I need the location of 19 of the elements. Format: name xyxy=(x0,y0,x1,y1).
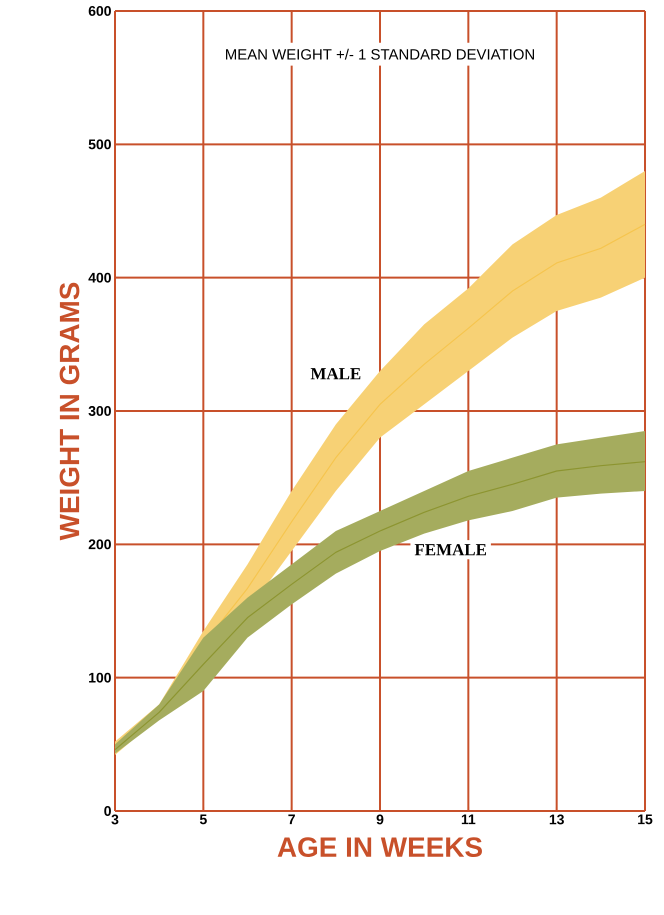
x-tick-label: 9 xyxy=(376,814,384,824)
x-tick-label: 5 xyxy=(200,814,207,824)
y-axis-title: WEIGHT IN GRAMS xyxy=(60,282,80,540)
y-tick-label: 100 xyxy=(89,672,111,683)
x-tick-label: 7 xyxy=(288,814,295,824)
x-tick-label: 13 xyxy=(550,814,564,824)
y-tick-label: 600 xyxy=(88,6,111,16)
y-tick-label: 0 xyxy=(104,806,111,816)
text: MEAN WEIGHT +/- 1 STANDARD DEVIATION xyxy=(226,48,534,60)
series-label: MALE xyxy=(310,368,360,380)
x-tick-label: 3 xyxy=(111,814,118,824)
y-tick-label: 400 xyxy=(88,272,111,283)
series-label: FEMALE xyxy=(414,544,486,556)
y-tick-label: 500 xyxy=(88,139,111,150)
y-tick-label: 200 xyxy=(88,539,111,550)
x-tick-label: 11 xyxy=(462,814,476,824)
y-tick-label: 300 xyxy=(88,406,111,416)
x-tick-label: 15 xyxy=(638,814,652,824)
x-axis-title: AGE IN WEEKS xyxy=(278,837,482,857)
